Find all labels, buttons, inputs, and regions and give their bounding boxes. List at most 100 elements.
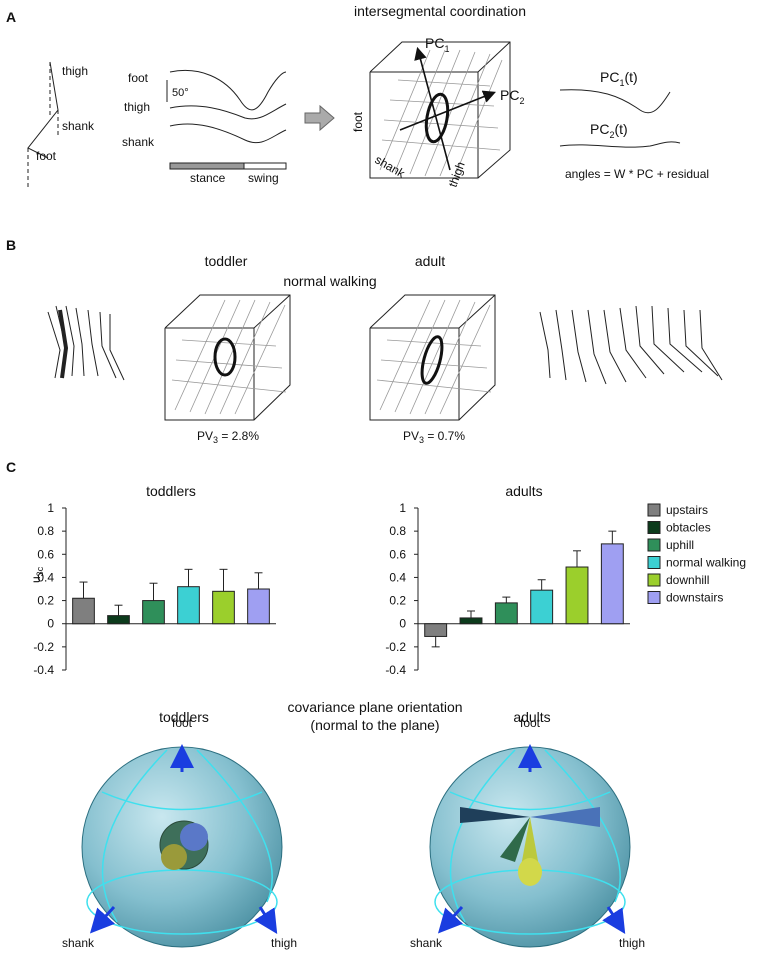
group-label: toddler (205, 253, 248, 269)
sphere-group: adults (513, 709, 550, 725)
cone-cluster (180, 823, 208, 851)
axis-label: shank (410, 936, 443, 950)
y-axis-label: u3c (29, 566, 45, 583)
bar (530, 589, 554, 625)
y-tick-label: 0 (399, 617, 406, 631)
swing-bar (243, 162, 287, 170)
pc1-trace (559, 89, 671, 114)
cone (520, 817, 540, 872)
axis-arrow (254, 906, 278, 935)
cone-base (518, 858, 542, 886)
stance-bar (169, 162, 245, 170)
bar (177, 586, 200, 625)
pv-suffix: = 2.8% (218, 429, 259, 443)
equation: angles = W * PC + residual (565, 167, 709, 181)
pc-sub: 2 (519, 96, 524, 106)
legend-swatch (647, 538, 661, 552)
legend-swatch (647, 573, 661, 587)
ylabel-base: u (29, 576, 43, 583)
panel-label: B (6, 237, 16, 253)
bar (247, 588, 270, 625)
sphere-arc (449, 791, 611, 811)
chart-title: toddlers (146, 483, 196, 499)
trace-label: shank (122, 135, 155, 149)
sphere-arc (449, 749, 516, 923)
axis-arrow (437, 905, 464, 934)
legend-label: upstairs (666, 503, 708, 517)
spheres: foot shank thigh foot shank thigh (62, 716, 645, 950)
axis-label: shank (373, 152, 409, 181)
pct-base: PC (600, 69, 619, 85)
pct-label: PC1(t) (600, 69, 638, 88)
sphere-title: (normal to the plane) (310, 717, 439, 733)
axis-label: foot (520, 716, 541, 730)
panel-label: C (6, 459, 16, 475)
pv-sub: 3 (419, 435, 424, 445)
pc2-trace (559, 141, 681, 148)
pv-label: PV3 = 0.7% (403, 429, 465, 445)
y-tick-label: 0.8 (389, 524, 406, 538)
legend-swatch (647, 556, 661, 569)
3d-box (369, 294, 496, 421)
y-tick-label: -0.4 (385, 663, 406, 677)
y-tick-label: 1 (47, 501, 54, 515)
legend-label: uphill (666, 538, 694, 552)
sphere-arc (544, 749, 621, 903)
bar (72, 597, 95, 625)
y-tick-label: 0.2 (37, 594, 54, 608)
scale-label: 50° (172, 87, 189, 99)
phase-label: stance (190, 171, 226, 185)
sphere-title: covariance plane orientation (287, 699, 462, 715)
stick-diagram (539, 305, 723, 385)
sphere-arc (101, 791, 263, 811)
arrow (304, 104, 335, 132)
y-tick-label: -0.2 (385, 640, 406, 654)
pv-base: PV (197, 429, 213, 443)
legend-swatch (647, 591, 661, 604)
trace-label: thigh (124, 100, 150, 114)
chart-title: adults (505, 483, 542, 499)
y-tick-label: 0.4 (37, 570, 54, 584)
pv-suffix: = 0.7% (424, 429, 465, 443)
sphere-arc (86, 869, 278, 935)
y-tick-label: 0.2 (389, 594, 406, 608)
group-label: adult (415, 253, 445, 269)
legend-swatch (647, 503, 661, 517)
pc-sub: 1 (444, 44, 449, 54)
bar (600, 543, 624, 625)
bar-charts: toddlers 1 0.8 0.6 0.4 0.2 0 -0.2 -0.4 adults 1 0.8… (33, 483, 746, 677)
pv-label: PV3 = 2.8% (197, 429, 259, 445)
cone (530, 807, 600, 827)
cone (460, 807, 530, 823)
bar (142, 600, 165, 625)
trace-label: foot (128, 71, 149, 85)
pct-label: PC2(t) (590, 121, 628, 140)
axis-label: thigh (271, 936, 297, 950)
segment-label: shank (62, 119, 95, 133)
y-tick-label: 0 (47, 617, 54, 631)
y-tick-label: 0.4 (389, 570, 406, 584)
y-tick-label: 0.8 (37, 524, 54, 538)
condition-label: normal walking (283, 273, 376, 289)
cone-cluster (161, 844, 187, 870)
phase-label: swing (248, 171, 279, 185)
pc-base: PC (500, 87, 519, 103)
segment-label: foot (36, 149, 57, 163)
pv-sub: 3 (213, 435, 218, 445)
bar (107, 615, 130, 625)
axis-label: thigh (619, 936, 645, 950)
3d-box (369, 41, 511, 179)
pct-sub: 2 (609, 130, 614, 140)
axis-label: foot (351, 111, 365, 132)
bar (212, 590, 235, 625)
legend-label: normal walking (666, 556, 746, 570)
pct-suffix: (t) (624, 69, 637, 85)
3d-box (164, 294, 291, 421)
sphere-arc (101, 749, 168, 923)
bar (424, 623, 448, 637)
axis-label: shank (62, 936, 95, 950)
legend-label: downhill (666, 573, 709, 587)
cone (500, 817, 530, 862)
bar (565, 566, 589, 625)
